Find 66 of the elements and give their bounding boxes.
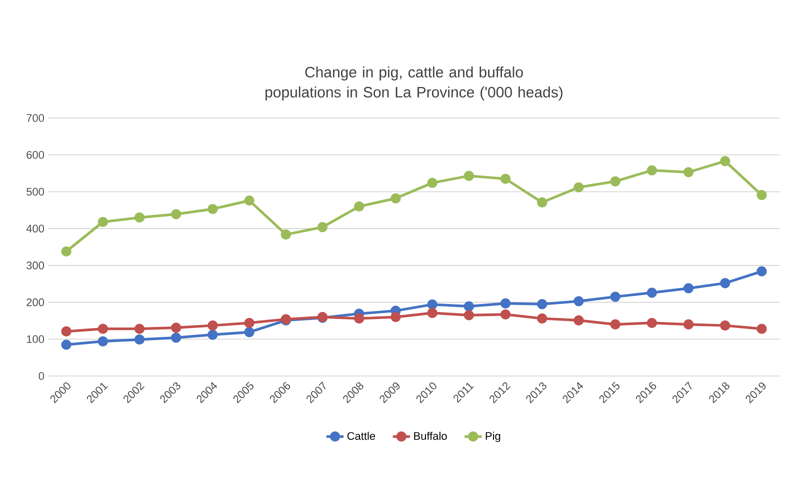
point bbox=[427, 299, 438, 310]
point bbox=[683, 167, 694, 178]
point bbox=[610, 176, 620, 186]
y-tick-label: 100 bbox=[26, 335, 44, 344]
point bbox=[208, 204, 218, 214]
point bbox=[98, 336, 108, 346]
point bbox=[610, 292, 620, 302]
point bbox=[500, 298, 511, 308]
point bbox=[98, 216, 108, 228]
point bbox=[646, 165, 658, 176]
point bbox=[720, 320, 730, 331]
point bbox=[98, 324, 108, 334]
point bbox=[464, 170, 474, 181]
point bbox=[610, 319, 620, 330]
point bbox=[500, 309, 511, 320]
point bbox=[720, 156, 730, 166]
point bbox=[646, 288, 658, 298]
point bbox=[537, 197, 548, 208]
point bbox=[756, 190, 767, 200]
point bbox=[244, 318, 254, 328]
point bbox=[574, 182, 584, 192]
point bbox=[464, 301, 474, 312]
point bbox=[574, 296, 584, 306]
y-tick-label: 700 bbox=[26, 114, 44, 122]
point bbox=[134, 334, 145, 345]
legend-label: Buffalo bbox=[414, 432, 447, 440]
point bbox=[354, 201, 364, 212]
legend-label: Cattle bbox=[347, 432, 376, 440]
point bbox=[683, 283, 694, 294]
point bbox=[171, 332, 182, 343]
point bbox=[317, 222, 328, 232]
point bbox=[500, 174, 511, 184]
point bbox=[464, 310, 474, 320]
y-tick-label: 0 bbox=[38, 372, 44, 380]
point bbox=[537, 313, 548, 324]
point bbox=[683, 319, 694, 330]
point bbox=[390, 312, 401, 322]
point bbox=[646, 318, 658, 328]
point bbox=[390, 193, 401, 204]
point bbox=[280, 229, 292, 240]
point bbox=[427, 178, 438, 188]
point bbox=[208, 320, 218, 331]
point bbox=[427, 308, 438, 318]
y-tick-label: 500 bbox=[26, 188, 44, 196]
point bbox=[171, 209, 182, 220]
point bbox=[756, 266, 767, 276]
y-tick-label: 200 bbox=[26, 298, 44, 306]
point bbox=[171, 322, 182, 333]
point bbox=[756, 324, 767, 334]
point bbox=[244, 195, 254, 206]
point bbox=[61, 246, 72, 257]
point bbox=[720, 278, 730, 288]
point bbox=[61, 326, 72, 337]
point bbox=[244, 327, 254, 338]
point bbox=[134, 324, 145, 334]
point bbox=[537, 299, 548, 310]
y-tick-label: 600 bbox=[26, 150, 44, 159]
point bbox=[354, 313, 364, 324]
point bbox=[574, 315, 584, 326]
point bbox=[134, 212, 145, 223]
y-tick-label: 300 bbox=[26, 262, 44, 270]
point bbox=[208, 330, 218, 340]
point bbox=[61, 340, 72, 350]
y-tick-label: 400 bbox=[26, 224, 44, 232]
legend-label: Pig bbox=[486, 432, 500, 442]
chart-title: Change in pig, cattle and buffalo populations in Son La Province ('000 heads) bbox=[266, 66, 562, 100]
